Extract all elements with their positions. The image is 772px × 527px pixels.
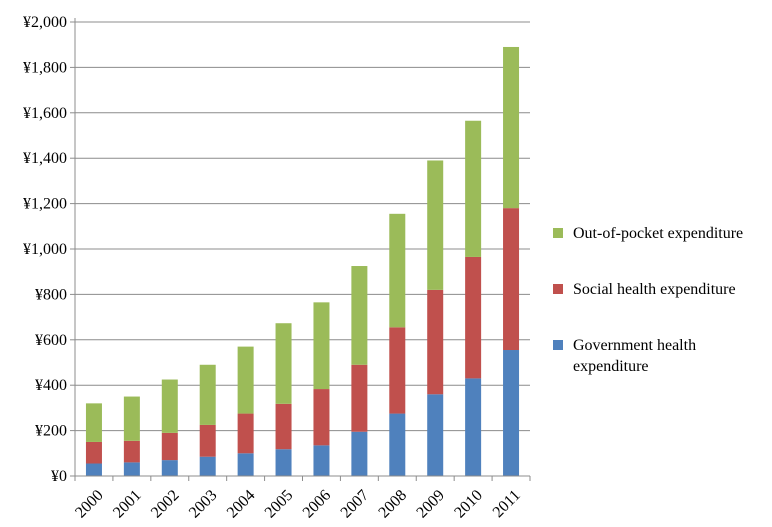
y-tick-label: ¥600: [35, 332, 67, 349]
bar-segment: [199, 456, 216, 476]
bar-segment: [275, 403, 292, 450]
x-tick-label: 2008: [375, 487, 410, 522]
bar-segment: [427, 289, 444, 395]
y-tick-label: ¥1,400: [23, 150, 67, 167]
x-tick-label: 2005: [262, 487, 297, 522]
x-tick-label: 2009: [413, 487, 448, 522]
bar-segment: [161, 379, 178, 433]
y-tick-label: ¥200: [35, 423, 67, 440]
legend-swatch-government: [553, 340, 563, 350]
bar-segment: [503, 208, 520, 351]
bar-segment: [85, 463, 102, 476]
x-tick-label: 2006: [300, 487, 335, 522]
x-tick-label: 2001: [110, 487, 145, 522]
bar-segment: [313, 302, 330, 390]
y-tick-label: ¥1,000: [23, 241, 67, 258]
x-tick-label: 2004: [224, 487, 259, 522]
bar-segment: [313, 445, 330, 476]
bar-segment: [427, 394, 444, 476]
bar-segment: [123, 440, 140, 463]
y-tick-label: ¥1,200: [23, 196, 67, 213]
bar-segment: [199, 364, 216, 425]
x-tick-label: 2010: [451, 487, 486, 522]
bar-segment: [237, 453, 254, 476]
bar-segment: [465, 120, 482, 257]
x-tick-label: 2002: [148, 487, 183, 522]
bar-segment: [85, 441, 102, 464]
legend-label-government: Government health expenditure: [573, 337, 697, 375]
legend-swatch-social: [553, 284, 563, 294]
bar-segment: [275, 449, 292, 476]
bar-segment: [161, 432, 178, 461]
bar-segment: [465, 378, 482, 476]
bar-segment: [389, 213, 406, 328]
bar-segment: [275, 323, 292, 404]
bar-segment: [389, 413, 406, 476]
bar-segment: [85, 403, 102, 442]
bar-segment: [503, 350, 520, 476]
legend-item-out-of-pocket: Out-of-pocket expenditure: [553, 223, 772, 244]
y-tick-label: ¥0: [51, 468, 67, 485]
legend-swatch-out-of-pocket: [553, 228, 563, 238]
x-tick-label: 2003: [186, 487, 221, 522]
x-tick-label: 2000: [72, 487, 107, 522]
bar-segment: [351, 431, 368, 476]
legend-item-social: Social health expenditure: [553, 279, 772, 300]
x-tick-label: 2011: [490, 487, 524, 521]
bar-segment: [427, 160, 444, 290]
y-tick-label: ¥1,600: [23, 105, 67, 122]
y-tick-label: ¥2,000: [23, 14, 67, 31]
bar-segment: [237, 346, 254, 414]
bar-segment: [503, 46, 520, 209]
bar-segment: [237, 413, 254, 454]
bar-segment: [389, 327, 406, 414]
legend-label-out-of-pocket: Out-of-pocket expenditure: [573, 225, 744, 242]
bar-segment: [123, 462, 140, 476]
bar-segment: [123, 396, 140, 441]
y-tick-label: ¥800: [35, 286, 67, 303]
bar-segment: [199, 424, 216, 457]
legend-label-social: Social health expenditure: [573, 281, 736, 298]
x-tick-label: 2007: [338, 487, 373, 522]
y-tick-label: ¥1,800: [23, 59, 67, 76]
bar-segment: [465, 256, 482, 379]
bar-segment: [161, 460, 178, 476]
y-tick-label: ¥400: [35, 377, 67, 394]
bar-segment: [351, 266, 368, 365]
legend-item-government: Government health expenditure: [553, 335, 763, 377]
bar-segment: [313, 389, 330, 446]
bar-segment: [351, 364, 368, 432]
